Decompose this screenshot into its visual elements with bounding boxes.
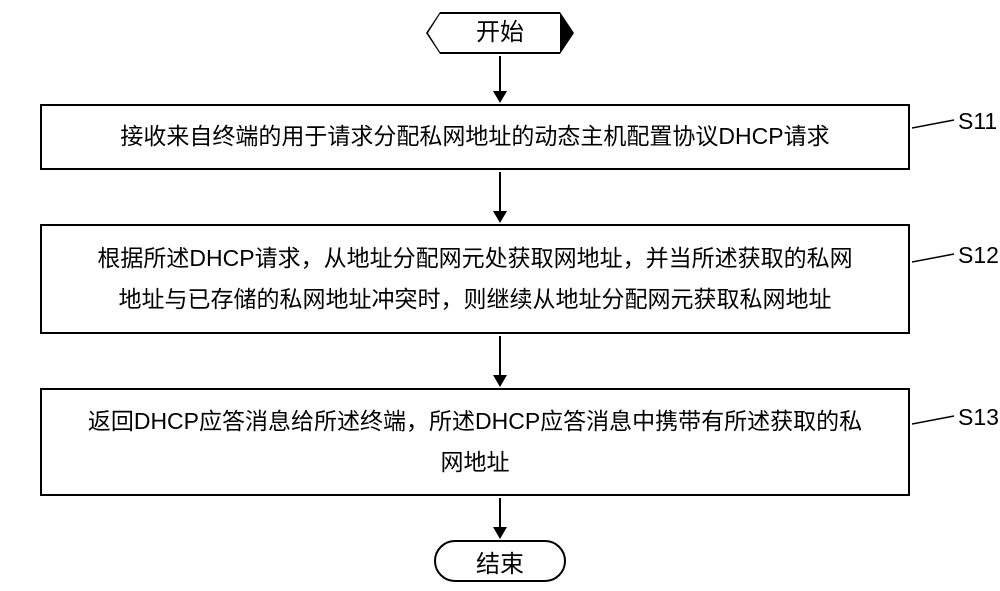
s13-label: S13 [958,404,999,431]
step-s13-line1: 返回DHCP应答消息给所述终端，所述DHCP应答消息中携带有所述获取的私 [88,401,862,442]
end-label: 结束 [476,544,524,579]
s11-label: S11 [958,108,997,135]
arrow-2 [493,172,507,223]
step-s12-box: 根据所述DHCP请求，从地址分配网元处获取网地址，并当所述获取的私网 地址与已存… [40,224,910,334]
arrow-1 [493,56,507,103]
step-s13-line2: 网地址 [88,442,862,483]
s13-connector [912,408,956,428]
arrow-4 [493,498,507,539]
step-s13-box: 返回DHCP应答消息给所述终端，所述DHCP应答消息中携带有所述获取的私 网地址 [40,388,910,496]
step-s11-text: 接收来自终端的用于请求分配私网地址的动态主机配置协议DHCP请求 [120,116,829,157]
s12-connector [912,246,956,266]
step-s12-line2: 地址与已存储的私网地址冲突时，则继续从地址分配网元获取私网地址 [97,279,852,320]
step-s12-line1: 根据所述DHCP请求，从地址分配网元处获取网地址，并当所述获取的私网 [97,238,852,279]
s12-label: S12 [958,242,999,269]
arrow-3 [493,336,507,387]
flowchart-container: 开始 接收来自终端的用于请求分配私网地址的动态主机配置协议DHCP请求 根据所述… [0,0,1000,591]
start-label: 开始 [440,21,560,45]
step-s11-box: 接收来自终端的用于请求分配私网地址的动态主机配置协议DHCP请求 [40,104,910,170]
s11-connector [912,112,956,132]
end-node: 结束 [434,540,566,582]
start-node: 开始 [440,12,560,54]
